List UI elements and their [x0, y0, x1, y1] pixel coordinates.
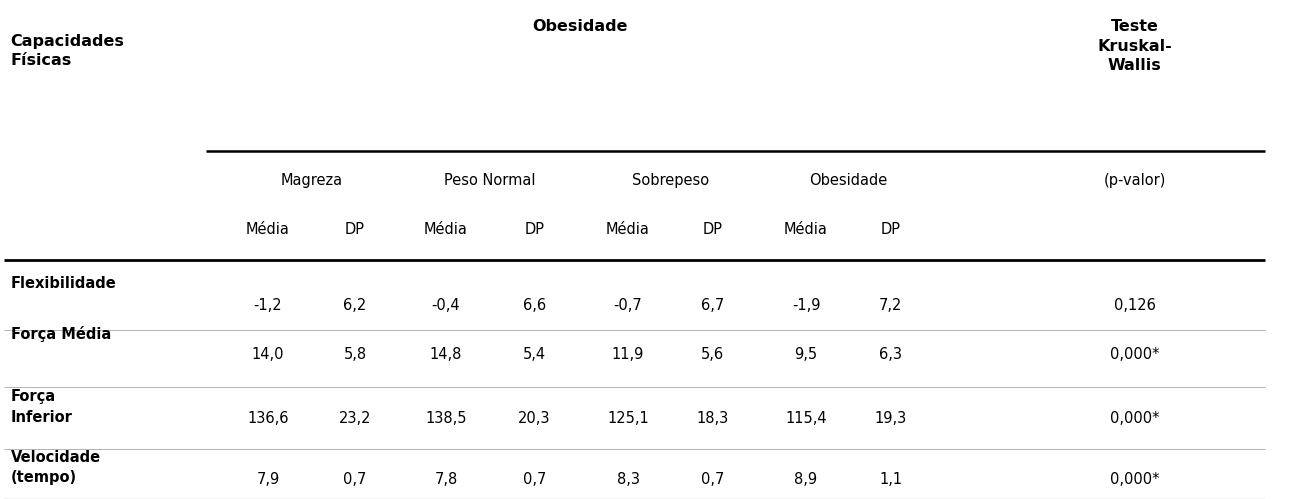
Text: 7,2: 7,2	[879, 298, 903, 313]
Text: 8,3: 8,3	[616, 472, 640, 487]
Text: 9,5: 9,5	[794, 347, 818, 362]
Text: 115,4: 115,4	[785, 411, 827, 426]
Text: 136,6: 136,6	[247, 411, 289, 426]
Text: 0,126: 0,126	[1114, 298, 1156, 313]
Text: Flexibilidade: Flexibilidade	[10, 276, 116, 291]
Text: 125,1: 125,1	[607, 411, 649, 426]
Text: 1,1: 1,1	[879, 472, 903, 487]
Text: 5,6: 5,6	[701, 347, 725, 362]
Text: Peso Normal: Peso Normal	[445, 173, 536, 188]
Text: Velocidade
(tempo): Velocidade (tempo)	[10, 450, 101, 485]
Text: 7,8: 7,8	[434, 472, 458, 487]
Text: Sobrepeso: Sobrepeso	[632, 173, 709, 188]
Text: 0,000*: 0,000*	[1110, 347, 1160, 362]
Text: 20,3: 20,3	[518, 411, 551, 426]
Text: 23,2: 23,2	[339, 411, 371, 426]
Text: 5,8: 5,8	[344, 347, 366, 362]
Text: DP: DP	[702, 223, 722, 238]
Text: Obesidade: Obesidade	[810, 173, 887, 188]
Text: 18,3: 18,3	[696, 411, 729, 426]
Text: Força Média: Força Média	[10, 325, 111, 341]
Text: -0,4: -0,4	[432, 298, 460, 313]
Text: 6,3: 6,3	[879, 347, 903, 362]
Text: 6,7: 6,7	[701, 298, 725, 313]
Text: Magreza: Magreza	[280, 173, 343, 188]
Text: 0,000*: 0,000*	[1110, 411, 1160, 426]
Text: Obesidade: Obesidade	[532, 19, 628, 34]
Text: 0,000*: 0,000*	[1110, 472, 1160, 487]
Text: 14,0: 14,0	[251, 347, 284, 362]
Text: Média: Média	[424, 223, 468, 238]
Text: 14,8: 14,8	[430, 347, 462, 362]
Text: 7,9: 7,9	[256, 472, 280, 487]
Text: (p-valor): (p-valor)	[1104, 173, 1165, 188]
Text: 8,9: 8,9	[794, 472, 818, 487]
Text: Média: Média	[246, 223, 290, 238]
Text: 5,4: 5,4	[523, 347, 545, 362]
Text: DP: DP	[345, 223, 365, 238]
Text: 6,6: 6,6	[523, 298, 545, 313]
Text: -1,2: -1,2	[254, 298, 283, 313]
Text: 19,3: 19,3	[875, 411, 906, 426]
Text: 0,7: 0,7	[523, 472, 547, 487]
Text: Capacidades
Físicas: Capacidades Físicas	[10, 33, 124, 68]
Text: Teste
Kruskal-
Wallis: Teste Kruskal- Wallis	[1097, 19, 1172, 73]
Text: Força
Inferior: Força Inferior	[10, 389, 72, 425]
Text: 0,7: 0,7	[344, 472, 366, 487]
Text: -1,9: -1,9	[791, 298, 820, 313]
Text: DP: DP	[880, 223, 900, 238]
Text: Média: Média	[783, 223, 828, 238]
Text: DP: DP	[525, 223, 544, 238]
Text: -0,7: -0,7	[613, 298, 642, 313]
Text: 6,2: 6,2	[344, 298, 366, 313]
Text: 11,9: 11,9	[612, 347, 645, 362]
Text: 0,7: 0,7	[701, 472, 725, 487]
Text: 138,5: 138,5	[425, 411, 467, 426]
Text: Média: Média	[606, 223, 650, 238]
